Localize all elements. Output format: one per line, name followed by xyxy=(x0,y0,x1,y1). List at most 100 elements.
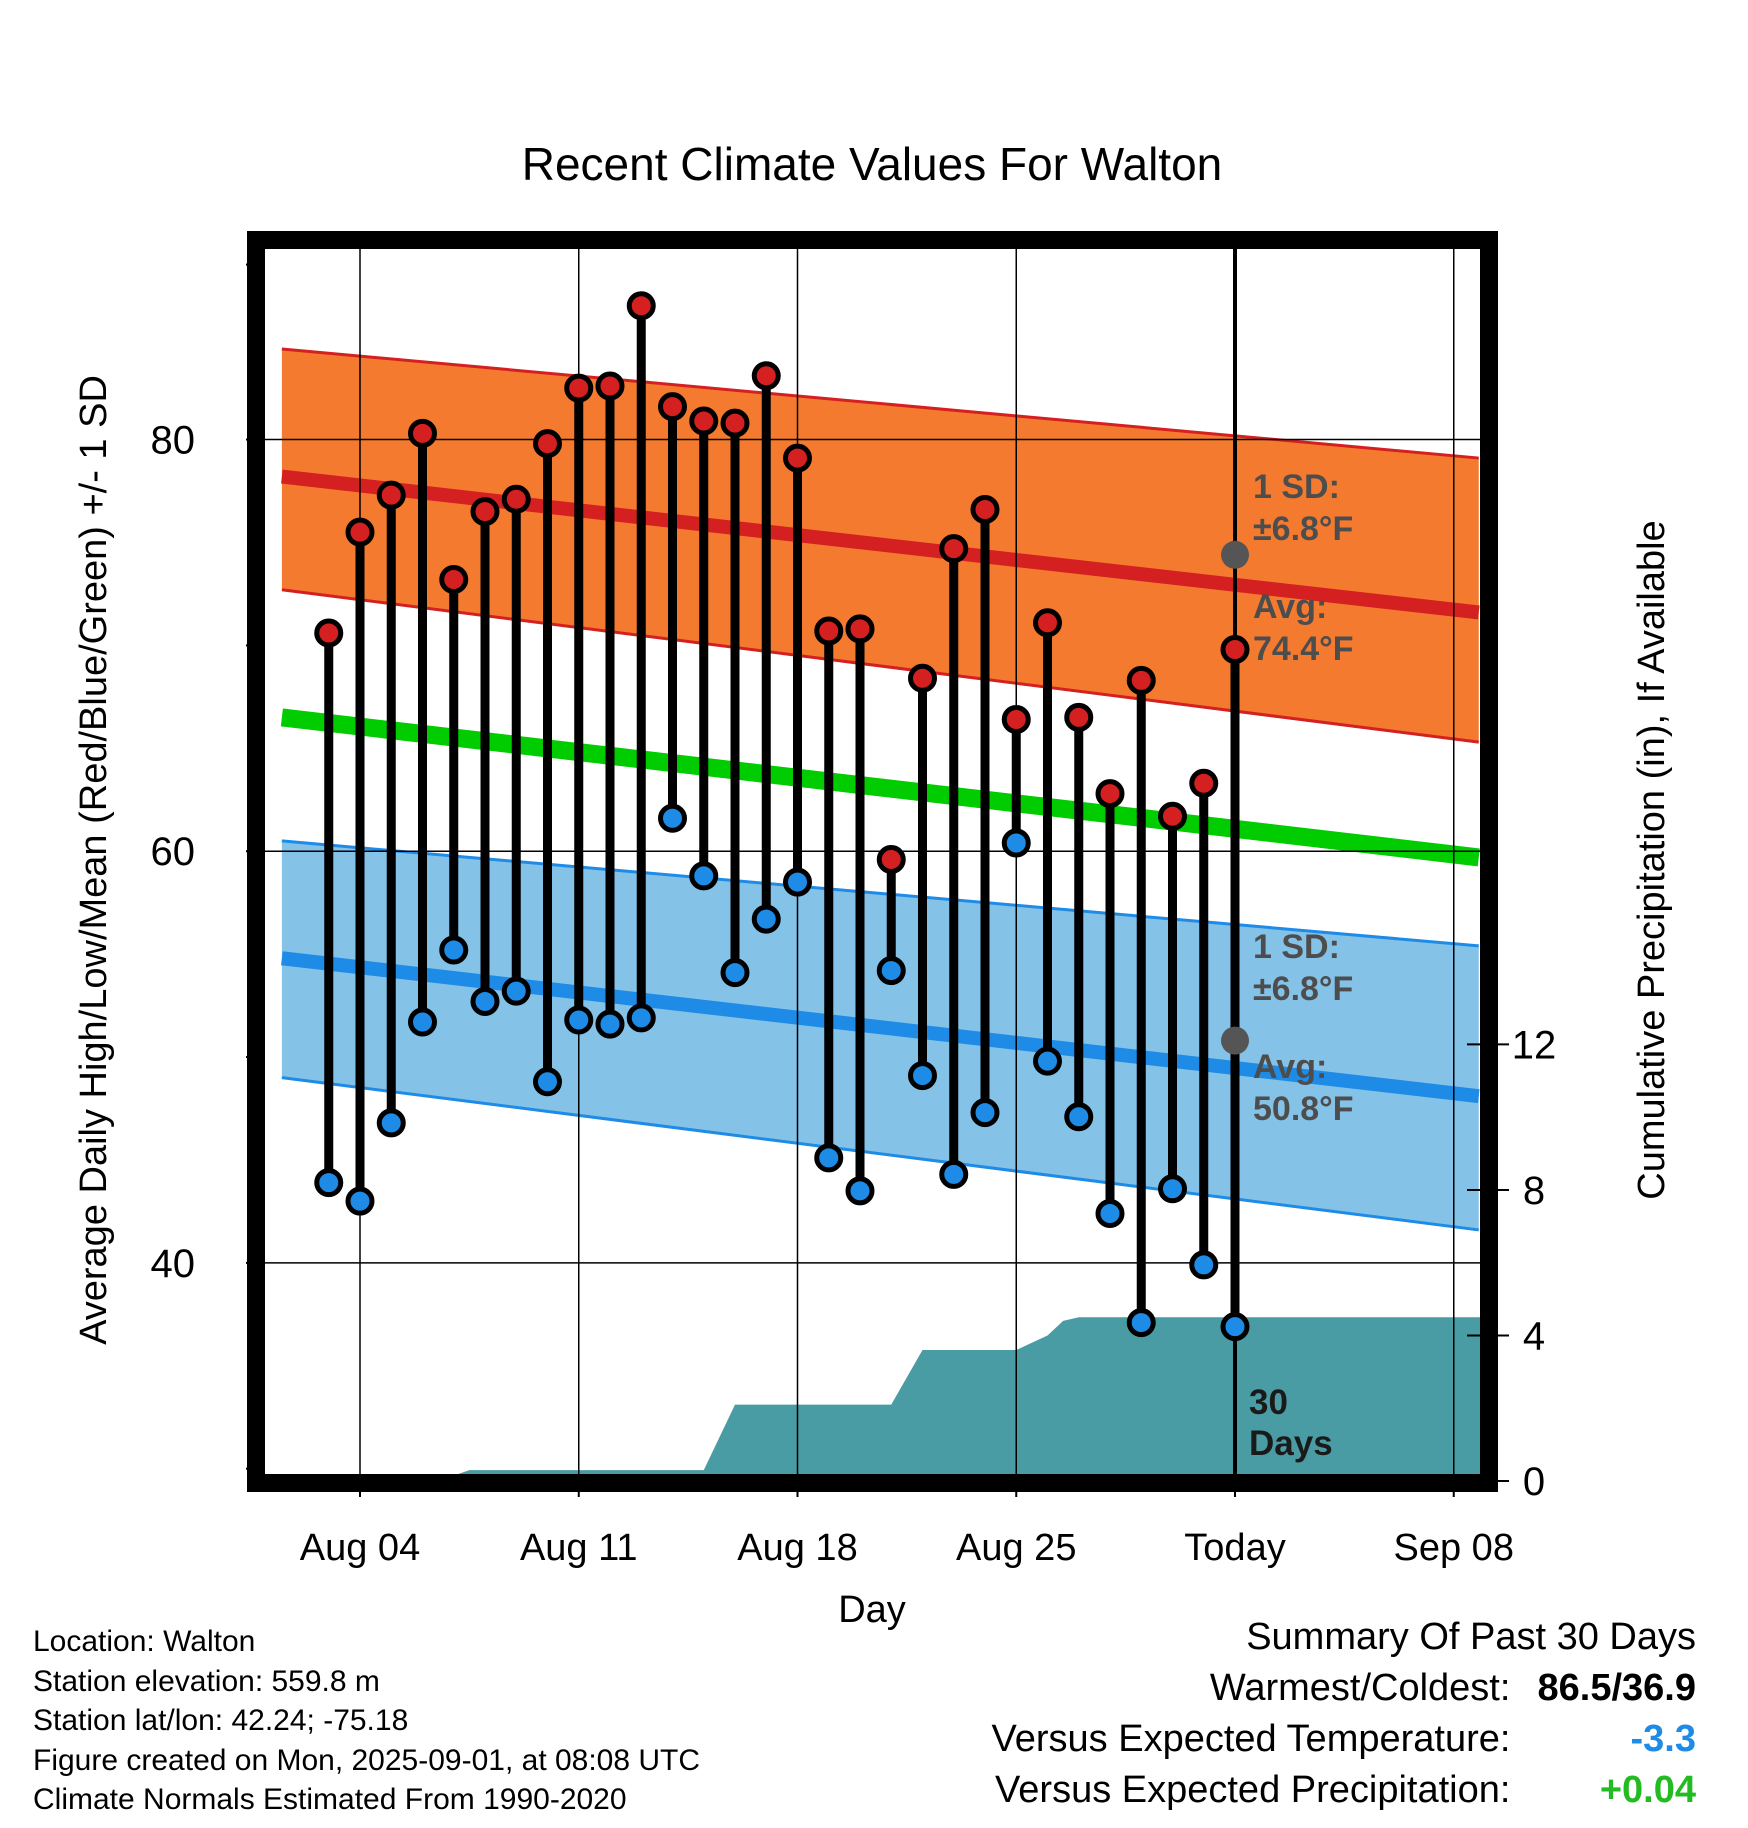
y-right-tick-label: 0 xyxy=(1523,1460,1545,1504)
high-point xyxy=(501,484,531,514)
low-point xyxy=(876,956,906,986)
x-tick-label: Aug 25 xyxy=(956,1527,1076,1569)
low-point xyxy=(1126,1308,1156,1338)
high-point xyxy=(408,418,437,448)
high-point xyxy=(658,392,687,422)
high-point xyxy=(845,614,875,644)
y-right-tick-label: 12 xyxy=(1512,1023,1557,1067)
info-normals: Climate Normals Estimated From 1990-2020 xyxy=(33,1783,627,1816)
y-right-axis-label: Cumulative Precipitation (in), If Availa… xyxy=(1631,520,1673,1199)
daily-mean-line xyxy=(280,708,1480,867)
high-point xyxy=(689,406,719,436)
low-point xyxy=(1095,1198,1125,1228)
summary-title: Summary Of Past 30 Days xyxy=(1246,1616,1696,1658)
x-tick-label: Aug 04 xyxy=(300,1527,420,1569)
low-point xyxy=(783,867,812,897)
high-point xyxy=(751,361,781,391)
low-sd-band-lower-edge xyxy=(281,1076,1479,1232)
high-point xyxy=(1001,704,1031,734)
low-point xyxy=(408,1007,437,1037)
high-point xyxy=(470,497,500,527)
high-point xyxy=(1033,608,1062,638)
y-tick-label: 60 xyxy=(151,830,196,874)
info-elevation: Station elevation: 559.8 m xyxy=(33,1664,380,1698)
low-point xyxy=(1158,1174,1187,1204)
low-point xyxy=(564,1005,594,1035)
today-high-avg-label: Avg: xyxy=(1253,588,1327,626)
high-point xyxy=(439,565,469,595)
low-point xyxy=(751,904,781,934)
today-low-sd-value: ±6.8°F xyxy=(1253,970,1353,1008)
low-point xyxy=(376,1108,406,1138)
high-point xyxy=(1158,801,1187,831)
high-point xyxy=(1126,665,1156,695)
info-created: Figure created on Mon, 2025-09-01, at 08… xyxy=(33,1743,701,1777)
info-latlon: Station lat/lon: 42.24; -75.18 xyxy=(33,1704,409,1737)
low-point xyxy=(626,1003,656,1033)
y-right-tick-label: 4 xyxy=(1523,1314,1545,1358)
today-high-avg-dot xyxy=(1221,540,1249,569)
summary-panel: Summary Of Past 30 Days Warmest/Coldest:… xyxy=(992,1612,1696,1816)
high-point xyxy=(626,291,656,321)
summary-warmest-label: Warmest/Coldest: xyxy=(1209,1667,1511,1709)
today-high-avg-value: 74.4°F xyxy=(1253,630,1354,668)
low-point xyxy=(470,986,500,1016)
low-point xyxy=(595,1009,625,1039)
high-point xyxy=(1189,768,1219,798)
high-point xyxy=(376,480,406,510)
high-point xyxy=(595,371,625,401)
high-point xyxy=(783,443,812,473)
high-point xyxy=(814,616,844,646)
low-point xyxy=(533,1067,562,1097)
summary-warmest-row: Warmest/Coldest: 86.5/36.9 xyxy=(992,1663,1696,1714)
high-point xyxy=(908,663,937,693)
low-point xyxy=(1189,1250,1219,1280)
high-point xyxy=(345,517,375,547)
x-tick-label: Today xyxy=(1184,1527,1285,1569)
info-location: Location: Walton xyxy=(33,1625,256,1658)
summary-precip-row: Versus Expected Precipitation: +0.04 xyxy=(992,1765,1696,1816)
high-point xyxy=(876,844,906,874)
today-high-sd-label: 1 SD: xyxy=(1253,468,1340,506)
y-tick-label: 40 xyxy=(151,1242,196,1286)
high-point xyxy=(564,373,594,403)
summary-temp-label: Versus Expected Temperature: xyxy=(991,1718,1511,1760)
summary-precip-label: Versus Expected Precipitation: xyxy=(995,1769,1511,1811)
summary-precip-value: +0.04 xyxy=(1599,1769,1696,1811)
high-point xyxy=(533,429,562,459)
plot-frame xyxy=(247,231,1498,1492)
station-info: Location: Walton Station elevation: 559.… xyxy=(33,1622,700,1820)
today-low-avg-value: 50.8°F xyxy=(1253,1090,1354,1128)
low-point xyxy=(1033,1046,1062,1076)
low-point xyxy=(658,803,687,833)
low-point xyxy=(908,1061,937,1091)
y-tick-label: 80 xyxy=(151,419,196,463)
high-point xyxy=(1095,779,1125,809)
low-point xyxy=(1001,828,1031,858)
plot-area xyxy=(260,244,1485,1479)
summary-temp-value: -3.3 xyxy=(1630,1718,1696,1760)
low-point xyxy=(720,958,750,988)
high-point xyxy=(314,618,344,648)
low-point xyxy=(345,1186,375,1216)
x-axis-label: Day xyxy=(838,1589,906,1631)
x-tick-label: Aug 18 xyxy=(737,1527,857,1569)
x-tick-label: Sep 08 xyxy=(1394,1527,1514,1569)
days-label-line1: 30 xyxy=(1249,1383,1288,1422)
low-point xyxy=(970,1098,1000,1128)
high-point xyxy=(939,534,969,564)
chart-title: Recent Climate Values For Walton xyxy=(522,138,1223,190)
today-high-sd-value: ±6.8°F xyxy=(1253,510,1353,548)
days-label-line2: Days xyxy=(1249,1424,1333,1463)
low-point xyxy=(314,1168,344,1198)
low-point xyxy=(814,1143,844,1173)
low-point xyxy=(689,861,719,891)
high-point xyxy=(1220,634,1250,664)
today-low-sd-label: 1 SD: xyxy=(1253,928,1340,966)
high-point xyxy=(1064,702,1094,732)
low-point xyxy=(501,976,531,1006)
summary-warmest-value: 86.5/36.9 xyxy=(1537,1667,1696,1709)
x-tick-label: Aug 11 xyxy=(520,1527,638,1569)
summary-temp-row: Versus Expected Temperature: -3.3 xyxy=(992,1714,1696,1765)
